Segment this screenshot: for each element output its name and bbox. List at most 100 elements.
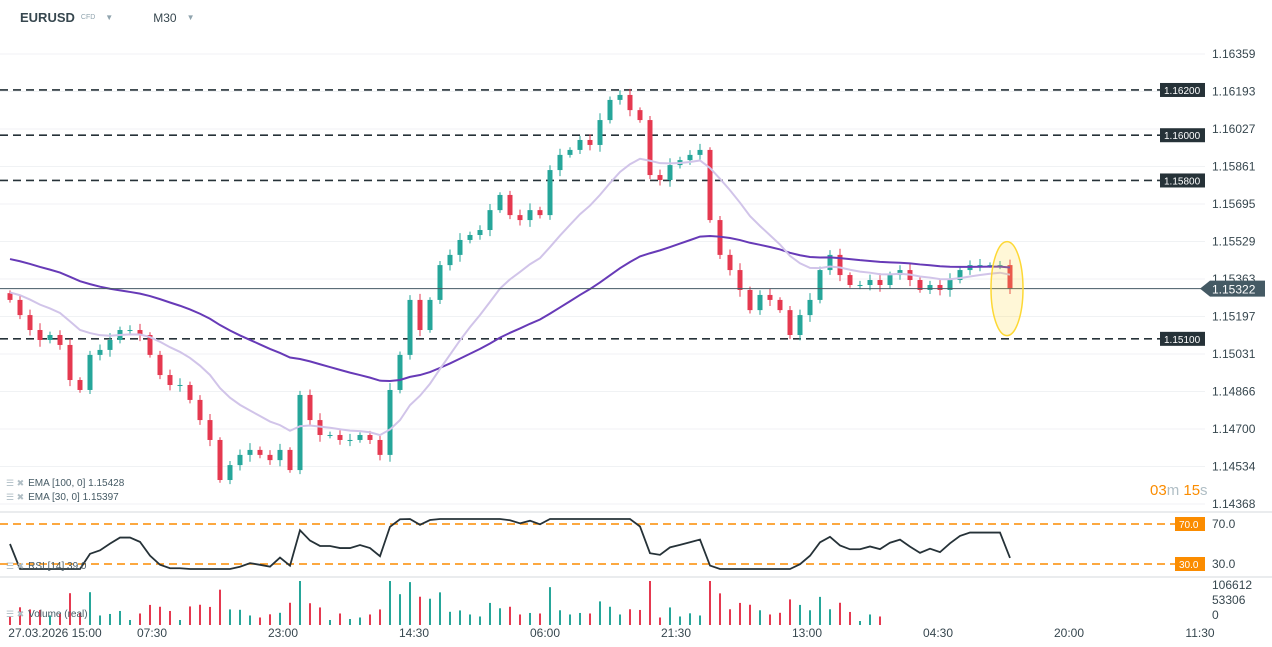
- rsi-level-box: [1175, 517, 1205, 531]
- settings-icon[interactable]: ☰ ✖: [6, 609, 25, 619]
- volume-bar: [399, 594, 401, 625]
- level-label-box: [1160, 128, 1205, 143]
- candle-body: [687, 154, 693, 161]
- candle-body: [917, 280, 923, 290]
- candle-body: [77, 380, 83, 390]
- candle-body: [257, 449, 263, 455]
- candle-body: [557, 154, 563, 171]
- candle-body: [417, 299, 423, 331]
- candle-body: [387, 389, 393, 455]
- candle-body: [817, 270, 823, 300]
- level-label-box: [1160, 173, 1205, 188]
- legend-ema30: ☰ ✖ EMA [30, 0] 1.15397: [6, 492, 119, 503]
- rsi-tick-label: 70.0: [1212, 517, 1236, 531]
- candle-body: [897, 270, 903, 276]
- volume-bar: [659, 617, 661, 625]
- candle-body: [667, 165, 673, 181]
- candle-body: [957, 270, 963, 281]
- settings-icon[interactable]: ☰ ✖: [6, 478, 25, 488]
- candle-body: [97, 349, 103, 355]
- chevron-down-icon[interactable]: ▼: [186, 13, 195, 22]
- volume-bar: [759, 610, 761, 625]
- rsi-line: [9, 518, 1011, 570]
- volume-bar: [689, 613, 691, 625]
- candle-body: [237, 454, 243, 466]
- timeframe-selector[interactable]: M30: [153, 10, 177, 25]
- candle-body: [487, 210, 493, 231]
- volume-bar: [519, 614, 521, 625]
- volume-bar: [339, 613, 341, 625]
- volume-bar: [459, 610, 461, 625]
- candle-body: [827, 254, 833, 271]
- candle-body: [697, 149, 703, 155]
- price-tick-label: 1.16359: [1212, 47, 1256, 61]
- candle-body: [137, 330, 143, 335]
- volume-bar: [609, 606, 611, 625]
- settings-icon[interactable]: ☰ ✖: [6, 492, 25, 502]
- candle-body: [287, 449, 293, 471]
- volume-bar: [709, 581, 711, 625]
- volume-bar: [579, 612, 581, 625]
- candle-body: [857, 284, 863, 286]
- price-tick-label: 1.16193: [1212, 85, 1256, 99]
- candle-body: [537, 210, 543, 216]
- volume-bar: [39, 609, 41, 625]
- chevron-down-icon[interactable]: ▼: [105, 13, 114, 22]
- candle-body: [1007, 265, 1013, 289]
- volume-bar: [69, 593, 71, 625]
- candle-body: [407, 299, 413, 355]
- volume-bar: [129, 620, 131, 625]
- candle-body: [877, 280, 883, 285]
- volume-bar: [629, 609, 631, 625]
- ema30-line: [9, 157, 1011, 437]
- legend-volume: ☰ ✖ Volume (real): [6, 609, 88, 620]
- candle-body: [57, 334, 63, 345]
- price-tick-label: 1.14534: [1212, 460, 1256, 474]
- candle-body: [47, 334, 53, 340]
- volume-bar: [529, 612, 531, 625]
- current-price-label-box: [1200, 280, 1265, 297]
- candle-body: [427, 299, 433, 331]
- price-tick-label: 1.15031: [1212, 347, 1256, 361]
- volume-bar: [149, 604, 151, 625]
- symbol-selector[interactable]: EURUSD: [20, 10, 75, 25]
- time-tick-label: 23:00: [268, 626, 298, 640]
- candle-body: [607, 99, 613, 121]
- candle-body: [927, 284, 933, 290]
- price-tick-label: 1.14866: [1212, 385, 1256, 399]
- candle-body: [167, 375, 173, 385]
- candle-body: [457, 239, 463, 255]
- time-tick-label: 14:30: [399, 626, 429, 640]
- candle-body: [297, 394, 303, 471]
- settings-icon[interactable]: ☰ ✖: [6, 561, 25, 571]
- candle-body: [37, 330, 43, 340]
- candle-body: [507, 194, 513, 216]
- volume-bar: [299, 581, 301, 625]
- volume-bar: [349, 619, 351, 625]
- volume-bar: [169, 610, 171, 625]
- volume-bar: [369, 614, 371, 625]
- volume-bar: [229, 609, 231, 625]
- candle-body: [977, 265, 983, 267]
- volume-bar: [239, 609, 241, 625]
- candle-body: [17, 299, 23, 316]
- legend-ema100: ☰ ✖ EMA [100, 0] 1.15428: [6, 478, 125, 489]
- chart-header: EURUSD CFD ▼ M30 ▼: [20, 10, 194, 25]
- volume-bar: [839, 602, 841, 625]
- candle-body: [627, 94, 633, 111]
- candle-body: [987, 265, 993, 267]
- volume-bar: [59, 613, 61, 625]
- candle-body: [847, 275, 853, 285]
- price-tick-label: 1.15529: [1212, 235, 1256, 249]
- candle-body: [177, 384, 183, 386]
- candle-body: [147, 334, 153, 355]
- volume-bar: [269, 614, 271, 625]
- volume-bar: [729, 609, 731, 625]
- candle-body: [327, 434, 333, 436]
- candle-body: [227, 465, 233, 481]
- volume-bar: [409, 582, 411, 625]
- price-tick-label: 1.14700: [1212, 422, 1256, 436]
- volume-bar: [139, 613, 141, 625]
- volume-bar: [649, 581, 651, 625]
